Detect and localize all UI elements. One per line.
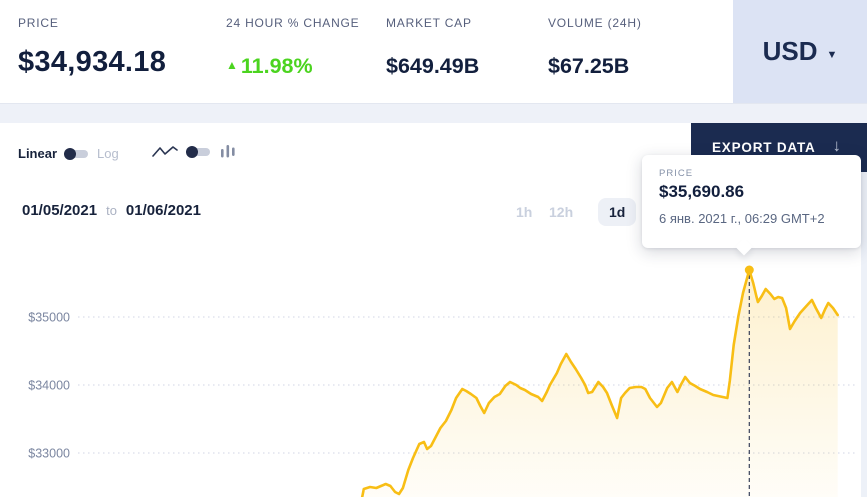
y-axis-tick-label: $34000 [28,379,70,393]
candlestick-chart-icon [221,145,235,158]
tooltip-price-label: PRICE [659,168,694,179]
stat-24h-change-label: 24 HOUR % CHANGE [226,16,360,30]
date-end-input[interactable]: 01/06/2021 [125,202,201,219]
stat-price-label: PRICE [18,16,59,30]
stat-market-cap: MARKET CAP $649.49B [386,16,479,78]
chevron-down-icon: ▼ [826,48,838,61]
stat-market-cap-value: $649.49B [386,54,480,78]
y-axis-tick-label: $35000 [28,311,70,325]
chart-tooltip: PRICE $35,690.86 6 янв. 2021 г., 06:29 G… [642,155,861,256]
interval-button-1d[interactable]: 1d [598,198,637,226]
price-area-fill [362,270,838,497]
linear-label: Linear [18,146,58,161]
stat-market-cap-label: MARKET CAP [386,16,472,30]
date-start-input[interactable]: 01/05/2021 [22,202,98,219]
stat-volume-label: VOLUME (24H) [548,16,642,30]
scale-toggle-group: Linear Log [18,146,119,161]
interval-button-1h[interactable]: 1h [516,204,533,220]
stat-price-value: $34,934.18 [18,46,167,78]
export-data-label: EXPORT DATA [712,140,816,155]
currency-selector[interactable]: USD ▼ [733,0,867,103]
date-range-separator: to [106,203,117,218]
toggle-knob [186,146,198,158]
hover-point-marker [744,265,754,275]
header-divider-band [0,103,867,123]
currency-selected-value: USD [762,36,818,66]
line-chart-icon [152,146,178,157]
linear-log-toggle[interactable] [64,147,89,160]
chart-type-toggle-group [152,144,236,160]
up-triangle-icon: ▲ [226,58,238,72]
tooltip-datetime: 6 янв. 2021 г., 06:29 GMT+2 [659,211,825,226]
interval-button-12h[interactable]: 12h [549,204,574,220]
log-label: Log [97,146,119,161]
stat-24h-change-value: ▲ 11.98% [226,54,313,79]
price-line[interactable] [360,268,839,497]
date-range: 01/05/2021 to 01/06/2021 [22,202,201,219]
change-percent: 11.98% [240,54,313,78]
scroll-strip [861,172,867,497]
stat-volume: VOLUME (24H) $67.25B [548,16,642,78]
toggle-knob [64,147,77,160]
stat-volume-value: $67.25B [548,54,630,78]
download-arrow-icon: ↓ [832,136,842,155]
stat-price: PRICE $34,934.18 [18,16,166,78]
stat-24h-change: 24 HOUR % CHANGE ▲ 11.98% [226,16,360,78]
tooltip-price-value: $35,690.86 [659,182,745,201]
y-axis-tick-label: $33000 [28,447,70,461]
line-candle-toggle[interactable] [186,146,210,158]
